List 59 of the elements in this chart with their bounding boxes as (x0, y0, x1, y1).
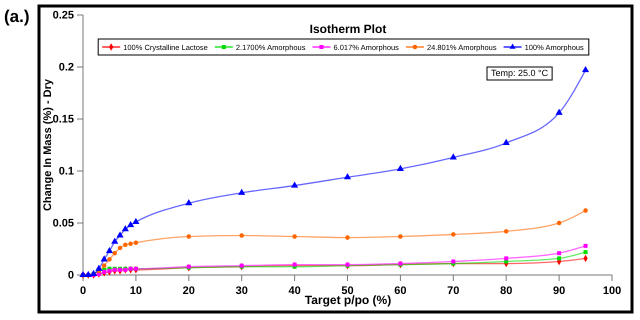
point (95, 264, 102, 271)
point (451, 259, 456, 264)
point (398, 234, 403, 239)
text: Isotherm Plot (310, 22, 386, 36)
point (111, 238, 118, 244)
point (344, 173, 352, 180)
point (557, 251, 562, 256)
point (584, 250, 588, 254)
y-tick-label: 0.2 (58, 62, 74, 74)
point (123, 242, 128, 248)
point (450, 153, 457, 160)
x-tick-label: 90 (552, 284, 566, 297)
point (127, 220, 134, 228)
y-tick-label: 0.1 (58, 166, 74, 178)
x-tick-label: 40 (288, 284, 301, 297)
text: (a.) (4, 7, 30, 26)
point (102, 263, 106, 268)
x-tick-label: 70 (447, 284, 460, 297)
point (396, 164, 404, 171)
y-tick-label: 0.15 (52, 114, 74, 126)
y-tick-label: 0.05 (52, 218, 74, 230)
point (504, 229, 508, 234)
x-tick-label: 20 (182, 284, 195, 297)
point (556, 220, 562, 226)
point (132, 218, 140, 224)
point (504, 256, 508, 260)
x-tick-label: 80 (500, 284, 512, 297)
point (122, 225, 129, 232)
point (582, 66, 590, 72)
point (116, 231, 124, 238)
point (291, 181, 298, 188)
point (584, 244, 588, 248)
point (107, 257, 112, 262)
y-axis-title: Change In Mass (%) - Dry (42, 78, 54, 212)
point (106, 246, 114, 254)
point (502, 138, 510, 145)
point (185, 199, 192, 206)
point (583, 208, 588, 213)
point (239, 233, 244, 238)
y-tick-label: 0 (68, 270, 74, 282)
point (186, 234, 192, 239)
x-tick-label: 30 (236, 284, 248, 297)
x-tick-label: 100 (602, 284, 622, 297)
point (112, 250, 117, 256)
point (292, 234, 297, 239)
point (118, 246, 122, 250)
point (557, 256, 562, 260)
annotation: Temp: 25.0 °C (491, 68, 549, 78)
point (134, 240, 138, 246)
x-tick-label: 10 (130, 284, 142, 297)
point (345, 235, 350, 240)
point (100, 255, 108, 262)
x-tick-label: 60 (394, 284, 407, 297)
point (556, 108, 563, 115)
y-tick-label: 0.25 (52, 10, 74, 22)
x-tick-label: 0 (80, 284, 86, 297)
point (128, 242, 133, 246)
point (238, 188, 246, 195)
point (451, 232, 456, 237)
